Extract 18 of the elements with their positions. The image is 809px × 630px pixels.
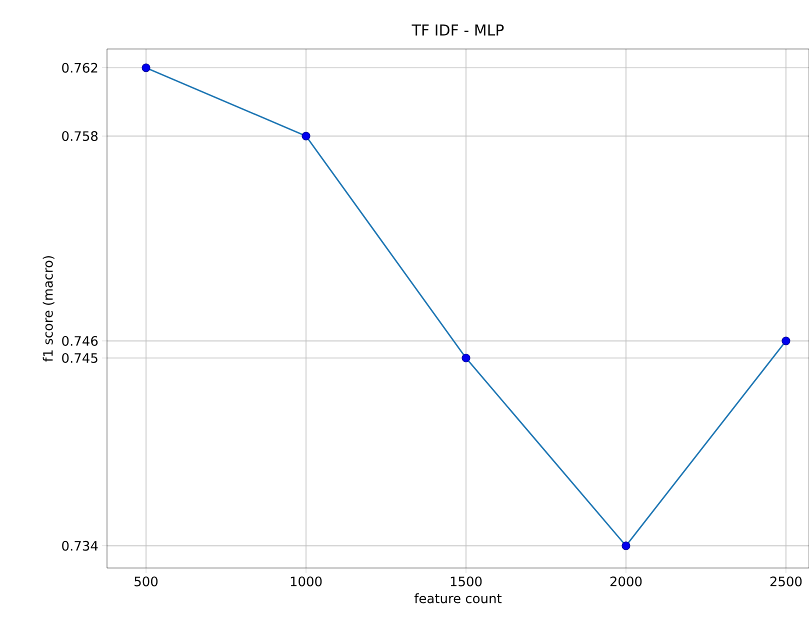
y-tick-label: 0.734 bbox=[62, 540, 98, 551]
x-tick-label: 1500 bbox=[450, 576, 482, 586]
x-axis-title: feature count bbox=[414, 593, 502, 604]
point bbox=[622, 542, 630, 550]
x-tick-label: 2000 bbox=[610, 576, 642, 586]
point bbox=[302, 132, 310, 140]
chart-title: TF IDF - MLP bbox=[412, 24, 504, 36]
point bbox=[782, 336, 790, 346]
y-tick-label: 0.758 bbox=[62, 131, 98, 141]
y-tick-label: 0.745 bbox=[62, 353, 98, 363]
y-axis-title: f1 score (macro) bbox=[42, 256, 54, 362]
point bbox=[142, 63, 150, 72]
x-tick-label: 1000 bbox=[290, 576, 322, 586]
x-tick-label: 2500 bbox=[770, 576, 802, 586]
x-tick-label: 500 bbox=[134, 576, 158, 586]
y-tick-label: 0.746 bbox=[62, 336, 98, 346]
point bbox=[462, 354, 470, 362]
y-tick-label: 0.762 bbox=[62, 62, 98, 73]
